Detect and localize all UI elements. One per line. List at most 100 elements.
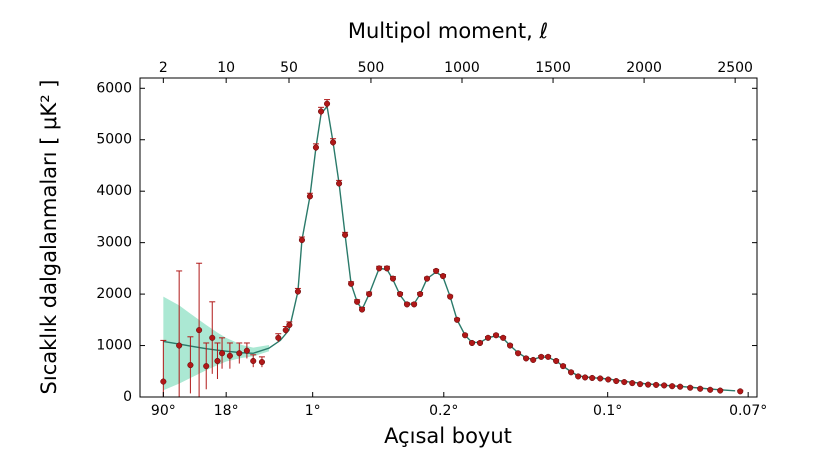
top-tick-label: 1000 xyxy=(444,60,480,76)
y-tick-label: 1000 xyxy=(96,338,132,354)
data-point xyxy=(286,321,293,329)
data-point xyxy=(492,332,500,339)
data-point xyxy=(366,291,373,298)
top-tick-label: 500 xyxy=(358,60,385,76)
top-tick-label: 2500 xyxy=(717,60,753,76)
data-point xyxy=(605,376,612,383)
y-tick-label: 4000 xyxy=(96,183,132,199)
data-point xyxy=(575,373,582,380)
data-point xyxy=(187,362,194,369)
data-point xyxy=(219,350,226,357)
top-tick-label: 1500 xyxy=(535,60,571,76)
data-point xyxy=(613,378,620,385)
data-point xyxy=(476,339,484,347)
data-point xyxy=(258,358,265,366)
data-point xyxy=(342,231,349,238)
data-point xyxy=(348,280,355,287)
data-point xyxy=(354,298,361,305)
data-point xyxy=(411,301,418,308)
data-point xyxy=(568,369,575,376)
data-point xyxy=(417,291,424,298)
data-point xyxy=(653,381,660,388)
top-tick-label: 10 xyxy=(217,60,235,76)
plot-frame xyxy=(139,77,758,398)
data-point xyxy=(515,350,522,357)
data-point xyxy=(336,180,343,187)
data-point xyxy=(530,356,537,364)
y-axis-label: Sıcaklık dalgalanmaları [ μK² ] xyxy=(37,80,61,395)
data-point xyxy=(468,339,476,347)
data-point xyxy=(717,387,724,394)
data-point xyxy=(707,386,714,393)
data-point xyxy=(203,363,210,370)
data-point xyxy=(376,265,383,272)
data-point xyxy=(645,381,652,388)
data-point xyxy=(500,334,507,341)
data-point xyxy=(484,334,492,341)
y-tick-label: 5000 xyxy=(96,132,132,148)
data-point xyxy=(294,288,301,295)
bottom-tick-label: 90° xyxy=(151,403,176,419)
bottom-tick-label: 18° xyxy=(214,403,239,419)
data-point xyxy=(454,316,461,323)
y-tick-label: 0 xyxy=(123,389,132,405)
data-point xyxy=(383,265,391,272)
data-point xyxy=(389,275,397,282)
data-point xyxy=(440,273,447,280)
data-point xyxy=(545,353,552,360)
data-point xyxy=(282,327,289,334)
data-point xyxy=(209,334,216,341)
data-point xyxy=(196,327,203,334)
data-point xyxy=(669,383,676,390)
bottom-tick-label: 0.07° xyxy=(729,403,767,419)
data-point xyxy=(275,334,282,341)
plot-area xyxy=(160,99,744,397)
data-point xyxy=(250,357,257,365)
data-point xyxy=(589,374,596,382)
data-point xyxy=(629,380,636,387)
x-axis-label: Açısal boyut xyxy=(384,424,512,448)
data-point xyxy=(160,378,167,385)
top-tick-label: 2000 xyxy=(626,60,662,76)
data-point xyxy=(597,375,604,382)
data-point xyxy=(677,383,684,390)
data-point xyxy=(737,388,744,395)
data-point xyxy=(214,357,221,365)
data-point xyxy=(176,342,183,349)
data-point xyxy=(462,332,469,339)
bottom-tick-label: 0.2° xyxy=(429,403,458,419)
data-point xyxy=(553,357,560,365)
data-point xyxy=(687,384,694,391)
data-point xyxy=(397,291,404,298)
data-point xyxy=(330,139,337,146)
data-point xyxy=(621,379,628,386)
data-point xyxy=(582,374,589,381)
data-point xyxy=(226,352,233,359)
data-point xyxy=(433,267,440,274)
y-tick-label: 6000 xyxy=(96,80,132,96)
y-tick-label: 2000 xyxy=(96,286,132,302)
data-point xyxy=(236,350,243,357)
data-point xyxy=(507,342,514,349)
data-point xyxy=(306,193,313,200)
data-point xyxy=(298,237,305,244)
data-point xyxy=(697,385,704,392)
bottom-tick-label: 1° xyxy=(305,403,321,419)
data-point xyxy=(447,293,454,300)
data-point xyxy=(243,347,250,354)
bottom-tick-label: 0.1° xyxy=(593,403,622,419)
y-tick-label: 3000 xyxy=(96,235,132,251)
data-point xyxy=(538,353,545,360)
data-point xyxy=(661,382,668,389)
data-point xyxy=(317,108,325,115)
data-point xyxy=(560,363,567,370)
data-point xyxy=(423,275,431,282)
data-point xyxy=(358,306,366,313)
top-tick-label: 2 xyxy=(159,60,168,76)
data-point xyxy=(523,355,530,362)
data-point xyxy=(637,381,644,388)
data-point xyxy=(312,144,320,151)
data-point xyxy=(324,100,331,107)
